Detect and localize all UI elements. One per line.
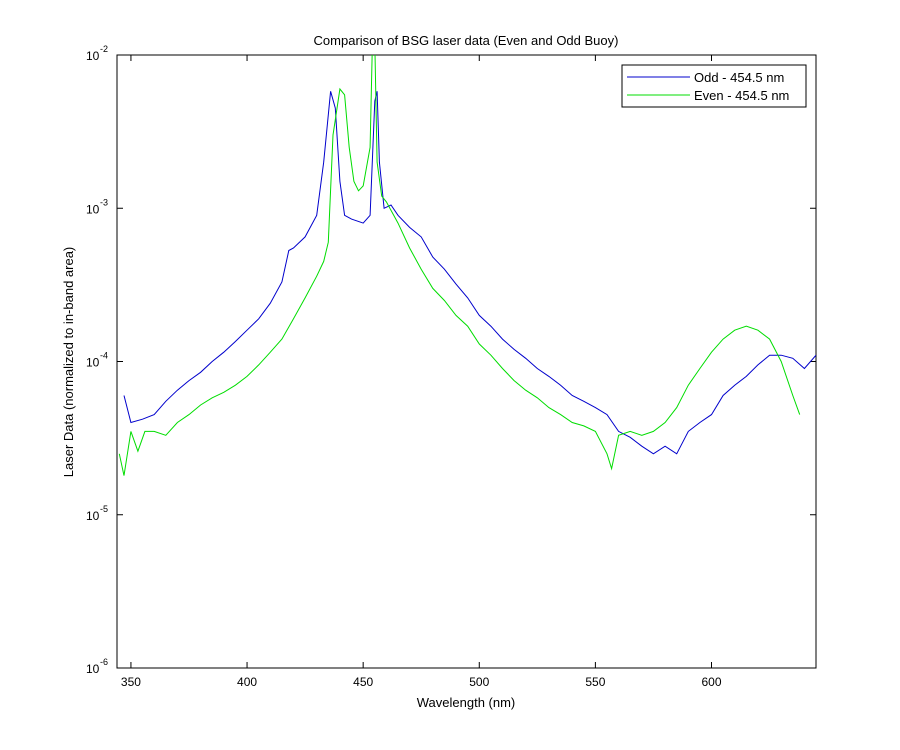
x-tick-label: 350 [121,675,141,689]
y-tick-label: 10 [86,356,100,370]
y-axis-label: Laser Data (normalized to in-band area) [61,247,76,478]
x-tick-label: 550 [585,675,605,689]
y-tick-label: 10 [86,509,100,523]
y-tick-label: 10 [86,202,100,216]
data-line [118,55,801,476]
x-tick-label: 450 [353,675,373,689]
x-tick-label: 600 [701,675,721,689]
data-line [123,91,816,455]
y-tick-exponent: -5 [100,504,108,514]
legend-label: Even - 454.5 nm [694,88,789,103]
y-tick-exponent: -6 [100,657,108,667]
x-axis-label: Wavelength (nm) [417,695,516,710]
legend-label: Odd - 454.5 nm [694,70,784,85]
y-tick-exponent: -4 [100,351,108,361]
y-tick-exponent: -2 [100,44,108,54]
y-tick-label: 10 [86,49,100,63]
x-tick-label: 400 [237,675,257,689]
x-tick-label: 500 [469,675,489,689]
plot-area [116,54,817,669]
y-tick-label: 10 [86,662,100,676]
series-group [118,55,816,476]
legend-box [621,64,807,108]
y-tick-exponent: -3 [100,197,108,207]
chart-title: Comparison of BSG laser data (Even and O… [314,33,619,48]
